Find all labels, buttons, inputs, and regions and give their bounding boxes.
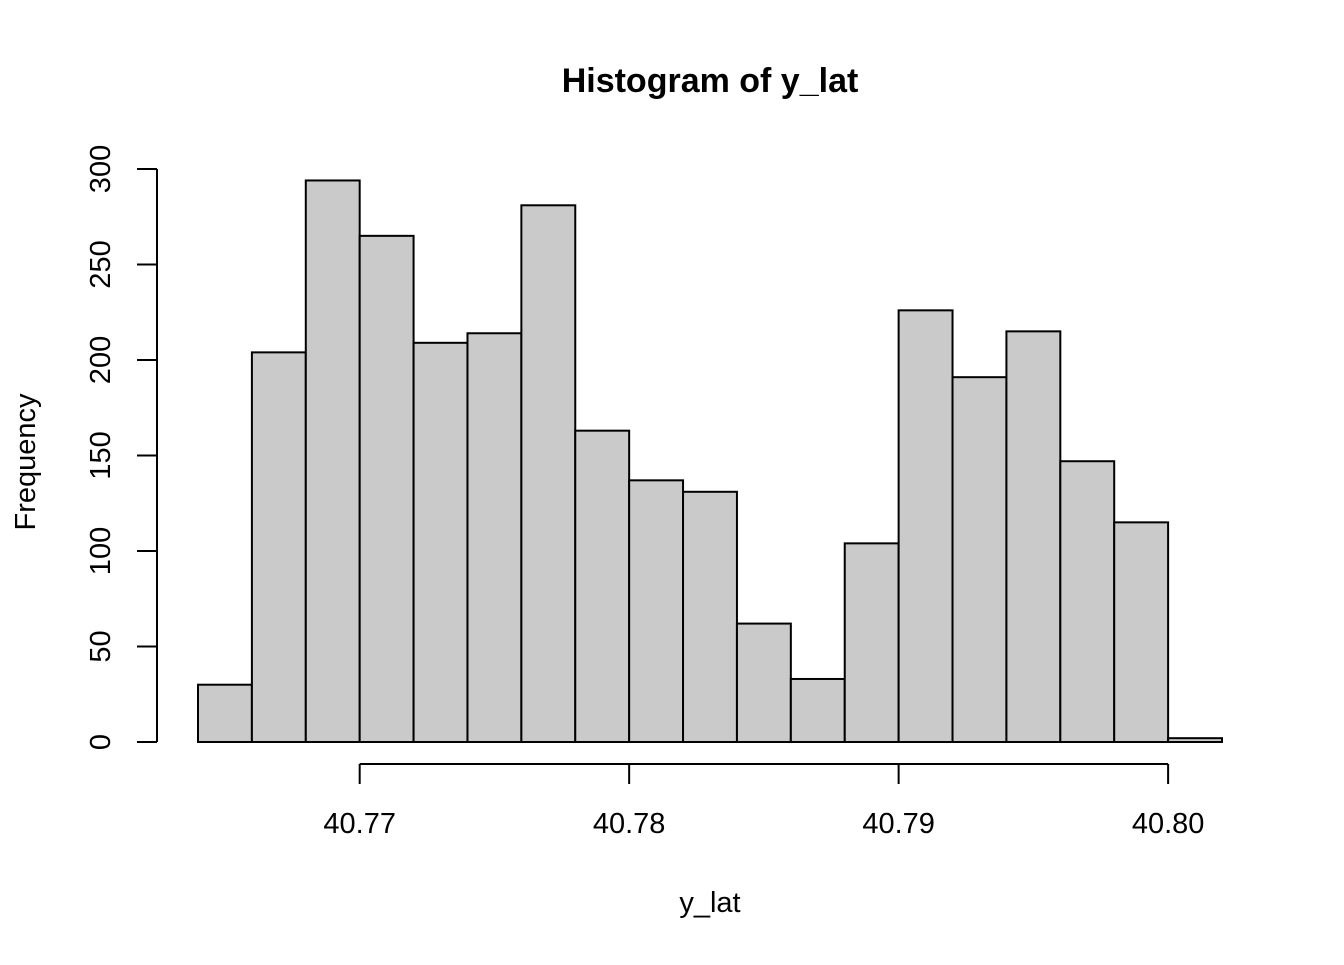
bars-group [197,179,1223,744]
y-tick-label: 200 [85,336,117,384]
histogram-bar [358,234,415,743]
chart-title: Histogram of y_lat [562,62,859,100]
x-tick-label: 40.77 [323,808,396,840]
x-axis-label: y_lat [679,887,740,919]
histogram-bar [250,351,307,743]
histogram-bar [1059,460,1116,743]
histogram-bar [574,429,631,743]
histogram-bar [897,309,954,743]
y-axis-label: Frequency [10,393,42,531]
y-axis: 0 50 100 150 200 250 300 [85,145,158,750]
histogram-bar [789,677,846,743]
histogram-bar [1005,330,1062,743]
histogram-bar [628,479,685,743]
histogram-bar [951,376,1008,743]
y-tick-label: 0 [85,734,117,750]
y-tick-label: 250 [85,240,117,288]
histogram-bar [466,332,523,743]
y-tick-label: 50 [85,630,117,662]
histogram-bar [1113,521,1170,743]
histogram-bar [412,341,469,743]
y-tick-label: 300 [85,145,117,193]
y-tick-label: 100 [85,527,117,575]
histogram-bar [682,490,738,744]
x-tick-label: 40.78 [593,808,666,840]
histogram-bar [197,683,253,744]
histogram-bar [735,622,792,744]
histogram-bar [1167,737,1223,743]
x-tick-label: 40.79 [862,808,935,840]
histogram-bar [843,542,900,743]
x-axis: 40.77 40.78 40.79 40.80 [323,763,1205,840]
y-tick-label: 150 [85,431,117,479]
x-tick-label: 40.80 [1132,808,1205,840]
histogram-bar [304,179,361,743]
histogram-bar [520,204,577,744]
